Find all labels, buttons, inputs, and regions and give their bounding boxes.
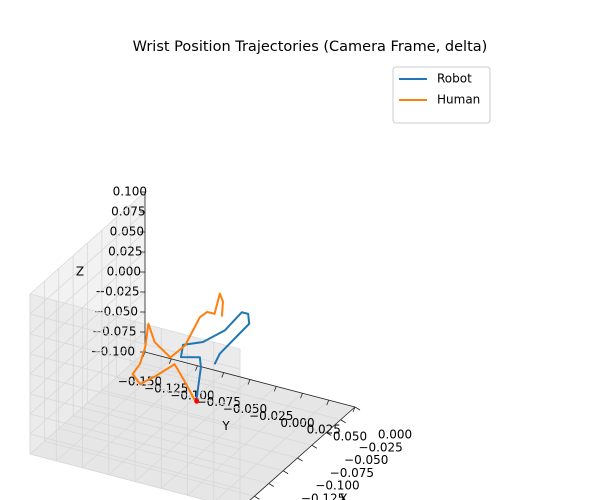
x-tick (268, 483, 274, 487)
z-tick-label: 0.100 (113, 185, 147, 199)
grid-line (29, 271, 146, 375)
x-tick (340, 419, 346, 424)
grid-line (82, 365, 198, 469)
y-tick (326, 399, 330, 406)
x-tick-label: −0.075 (330, 466, 374, 480)
y-tick (195, 365, 198, 371)
y-tick-label: −0.025 (249, 409, 293, 423)
y-tick-label: 0.025 (307, 423, 341, 437)
x-tick-label: −0.100 (315, 479, 359, 493)
legend-label: Human (437, 93, 480, 107)
chart-title: Wrist Position Trajectories (Camera Fram… (133, 39, 488, 55)
y-axis-label: Y (221, 419, 230, 433)
grid-line (55, 358, 172, 462)
y-tick (352, 406, 356, 413)
y-tick-label: 0.000 (280, 416, 314, 430)
x-tick-label: −0.025 (358, 440, 402, 454)
z-tick-label: 0.050 (110, 225, 144, 239)
y-tick-label: 0.050 (333, 430, 367, 444)
grid-line (29, 291, 146, 395)
x-axis-label: X (339, 492, 347, 500)
x-tick (297, 457, 303, 462)
start-point (194, 398, 200, 404)
y-tick-label: −0.075 (197, 395, 241, 409)
y-tick (221, 372, 225, 378)
y-tick-label: −0.125 (144, 381, 188, 395)
grid-line (29, 373, 241, 430)
grid-line (187, 392, 303, 496)
grid-line (134, 379, 251, 482)
grid-line (29, 351, 146, 455)
x-tick-label: −0.050 (344, 453, 388, 467)
z-tick-label: 0.075 (111, 205, 145, 219)
grid-line (29, 231, 146, 335)
z-tick-label: 0.000 (107, 265, 141, 279)
y-tick (300, 393, 303, 399)
grid-line (29, 353, 241, 410)
z-axis-label: Z (76, 265, 84, 279)
x-tick (282, 470, 289, 475)
y-axis (144, 351, 356, 408)
grid-line (29, 413, 241, 470)
grid-line (29, 331, 146, 435)
grid-line (29, 313, 241, 370)
z-tick-label: −0.025 (95, 285, 139, 299)
legend-box (392, 66, 491, 124)
grid-line (29, 393, 241, 450)
x-tick (354, 406, 361, 411)
grid-line (29, 311, 146, 415)
z-tick-label: −0.100 (91, 345, 135, 359)
z-tick-label: −0.075 (92, 325, 136, 339)
x-axis (249, 406, 356, 500)
grid-line (108, 372, 225, 475)
grid-line (29, 433, 241, 490)
grid-line (29, 211, 146, 315)
y-tick (247, 379, 251, 385)
z-tick-label: 0.025 (108, 245, 142, 259)
grid-line (29, 293, 241, 350)
grid-line (29, 191, 146, 295)
x-tick (326, 432, 332, 436)
y-tick (168, 358, 172, 365)
grid-line (29, 333, 241, 390)
trajectory (131, 292, 224, 401)
grid-line (160, 386, 277, 489)
y-tick (273, 386, 277, 392)
x-tick (254, 495, 260, 500)
legend-label: Robot (437, 72, 472, 86)
y-tick-label: −0.050 (223, 402, 267, 416)
x-tick-label: −0.125 (301, 491, 345, 500)
grid-line (29, 251, 146, 355)
x-tick-label: 0.000 (378, 428, 412, 442)
trajectory (179, 311, 251, 399)
x-tick (311, 444, 318, 449)
grid-line (215, 399, 330, 500)
